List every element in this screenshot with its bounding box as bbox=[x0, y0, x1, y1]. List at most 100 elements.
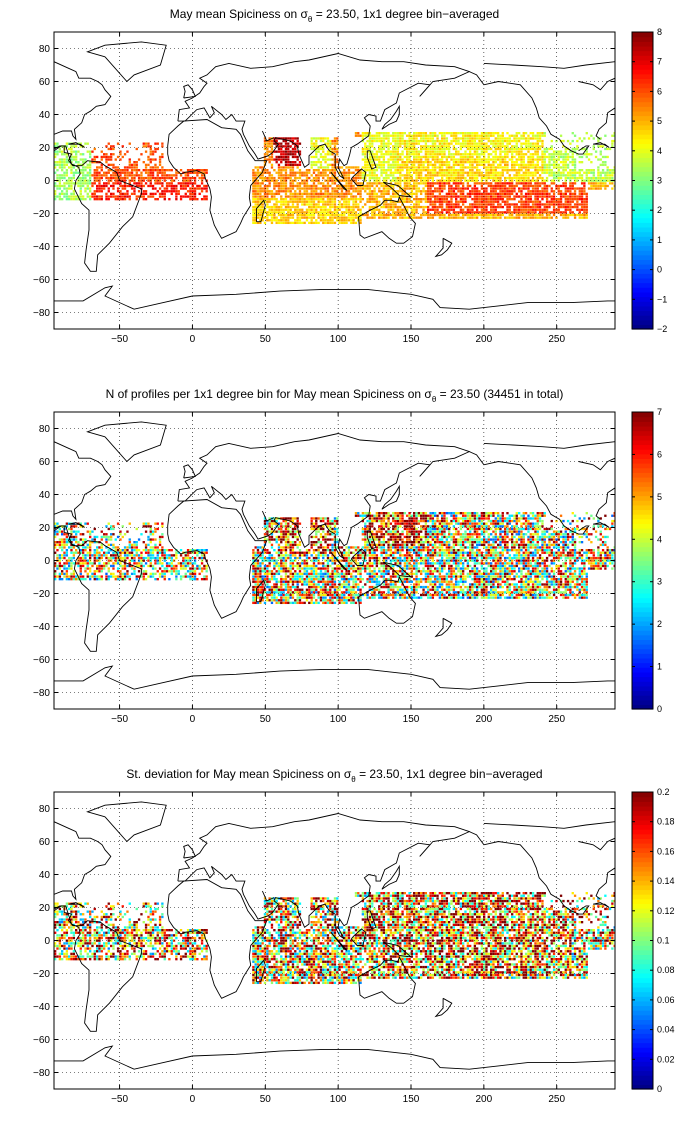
data-bin bbox=[301, 171, 304, 174]
data-bin bbox=[569, 208, 572, 211]
data-bin bbox=[107, 195, 110, 198]
data-bin bbox=[329, 200, 332, 203]
data-bin bbox=[471, 192, 474, 196]
data-bin bbox=[401, 198, 404, 201]
data-bin bbox=[455, 205, 458, 209]
data-bin bbox=[555, 184, 558, 188]
data-bin bbox=[333, 208, 337, 211]
data-bin bbox=[378, 166, 381, 169]
data-bin bbox=[326, 211, 330, 214]
data-bin bbox=[100, 155, 103, 159]
data-bin bbox=[480, 216, 484, 219]
data-bin bbox=[536, 169, 539, 172]
data-bin bbox=[466, 153, 470, 156]
data-bin bbox=[63, 572, 66, 576]
data-bin bbox=[543, 163, 546, 167]
data-bin bbox=[361, 147, 365, 151]
data-bin bbox=[536, 150, 539, 153]
data-bin bbox=[100, 174, 103, 177]
data-bin bbox=[506, 171, 509, 174]
data-bin bbox=[450, 139, 453, 143]
data-bin bbox=[144, 142, 148, 145]
data-bin bbox=[401, 203, 404, 206]
data-bin bbox=[186, 179, 190, 182]
data-bin bbox=[389, 205, 393, 209]
data-bin bbox=[375, 200, 379, 203]
data-bin bbox=[487, 147, 490, 151]
data-bin bbox=[112, 192, 115, 196]
data-bin bbox=[86, 554, 89, 557]
data-bin bbox=[114, 538, 117, 541]
data-bin bbox=[163, 171, 166, 174]
data-bin bbox=[476, 163, 479, 167]
data-bin bbox=[471, 179, 474, 182]
data-bin bbox=[133, 161, 136, 164]
data-bin bbox=[389, 213, 393, 217]
data-bin bbox=[252, 216, 255, 219]
data-bin bbox=[287, 166, 290, 169]
data-bin bbox=[56, 525, 59, 528]
data-bin bbox=[142, 549, 145, 552]
data-bin bbox=[536, 134, 539, 137]
data-bin bbox=[473, 176, 477, 180]
data-bin bbox=[564, 187, 567, 190]
data-bin bbox=[387, 132, 390, 135]
data-bin bbox=[592, 174, 595, 177]
data-bin bbox=[513, 161, 516, 164]
data-bin bbox=[373, 187, 376, 190]
data-bin bbox=[457, 142, 460, 145]
data-bin bbox=[524, 142, 528, 145]
data-bin bbox=[273, 198, 276, 201]
data-bin bbox=[436, 134, 439, 137]
data-bin bbox=[543, 211, 546, 214]
data-bin bbox=[387, 187, 390, 190]
data-bin bbox=[518, 179, 521, 182]
data-bin bbox=[284, 155, 288, 159]
data-bin bbox=[149, 525, 152, 528]
data-bin bbox=[534, 145, 537, 148]
data-bin bbox=[270, 190, 274, 193]
data-bin bbox=[396, 213, 400, 217]
data-bin bbox=[72, 525, 76, 528]
data-bin bbox=[352, 208, 355, 211]
data-bin bbox=[413, 137, 416, 140]
data-bin bbox=[89, 166, 92, 169]
data-bin bbox=[494, 182, 497, 185]
data-bin bbox=[497, 158, 500, 161]
data-bin bbox=[354, 211, 358, 214]
data-bin bbox=[89, 198, 92, 201]
data-bin bbox=[142, 145, 145, 148]
data-bin bbox=[359, 171, 362, 174]
data-bin bbox=[259, 211, 262, 214]
data-bin bbox=[70, 556, 73, 560]
data-bin bbox=[452, 211, 456, 214]
data-bin bbox=[611, 142, 614, 145]
data-bin bbox=[431, 208, 435, 211]
data-bin bbox=[504, 192, 507, 196]
data-bin bbox=[163, 179, 166, 182]
data-bin bbox=[476, 192, 479, 196]
data-bin bbox=[357, 134, 360, 137]
data-bin bbox=[289, 174, 292, 177]
data-bin bbox=[140, 551, 143, 554]
data-bin bbox=[322, 187, 325, 190]
data-bin bbox=[490, 169, 493, 172]
data-bin bbox=[471, 137, 474, 140]
x-tick-label: 0 bbox=[190, 334, 196, 345]
data-bin bbox=[578, 161, 581, 164]
data-bin bbox=[79, 570, 82, 573]
data-bin bbox=[324, 203, 327, 206]
data-bin bbox=[613, 134, 615, 137]
data-bin bbox=[72, 192, 76, 196]
data-bin bbox=[494, 198, 497, 201]
data-bin bbox=[441, 132, 444, 135]
data-bin bbox=[186, 182, 190, 185]
data-bin bbox=[116, 578, 120, 581]
data-bin bbox=[345, 187, 348, 190]
data-bin bbox=[294, 221, 297, 225]
data-bin bbox=[110, 572, 113, 576]
data-bin bbox=[571, 198, 574, 201]
data-bin bbox=[354, 205, 358, 209]
data-bin bbox=[406, 216, 409, 219]
data-bin bbox=[396, 147, 400, 151]
